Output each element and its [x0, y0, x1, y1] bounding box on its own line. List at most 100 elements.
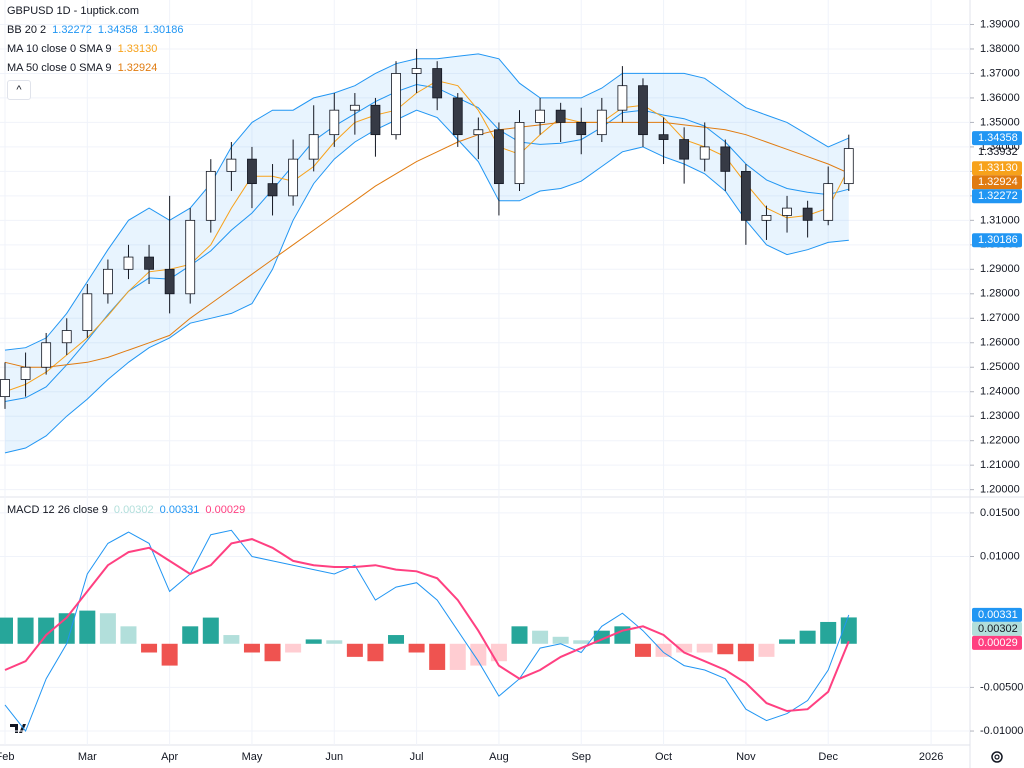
candle — [226, 142, 237, 191]
macd-line — [4, 529, 850, 732]
candle-body — [0, 379, 10, 398]
y-tick-label: 1.23000 — [980, 410, 1020, 422]
histogram-bar — [17, 617, 34, 644]
histogram-bar — [696, 643, 713, 653]
x-tick-label: Aug — [489, 751, 509, 763]
histogram-bar — [326, 640, 343, 644]
indicator-name: MA 50 close 0 SMA 9 — [7, 62, 112, 74]
candle — [535, 97, 545, 135]
collapse-button[interactable]: ^ — [7, 80, 31, 100]
candle-body — [843, 148, 854, 185]
price-label-box — [972, 607, 1022, 622]
legend-row: MA 10 close 0 SMA 9 1.33130 — [7, 40, 189, 59]
candle-body — [617, 85, 628, 111]
indicator-name: BB 20 2 — [7, 24, 47, 36]
x-tick-label: Apr — [161, 751, 178, 763]
candle-body — [658, 134, 669, 140]
y-tick-label: 1.20000 — [980, 484, 1020, 496]
histogram-bar — [840, 617, 857, 644]
y-tick-label: 1.31000 — [980, 214, 1020, 226]
y-tick-label: -0.01000 — [980, 725, 1023, 737]
histogram-bar — [141, 643, 158, 653]
candle-body — [638, 85, 648, 136]
candle-body — [391, 73, 401, 136]
indicator-line — [4, 83, 849, 402]
candle — [288, 139, 299, 206]
macd-title: MACD 12 26 close 9 — [7, 504, 108, 516]
candle-body — [61, 330, 72, 344]
candle-body — [82, 293, 93, 331]
settings-icon[interactable] — [991, 751, 1003, 763]
candle — [802, 200, 813, 238]
y-tick-label: 1.26000 — [980, 337, 1020, 349]
histogram-bar — [490, 643, 507, 662]
logo[interactable] — [8, 720, 28, 736]
candle-body — [782, 207, 792, 216]
candle-body — [823, 183, 834, 221]
histogram-bar — [120, 626, 137, 644]
x-tick-label: May — [242, 751, 263, 763]
candle-body — [349, 104, 360, 111]
legend-row: BB 20 2 1.32272 1.34358 1.30186 — [7, 21, 189, 40]
candle — [144, 244, 154, 284]
candle — [823, 166, 834, 226]
y-tick-label: 1.35000 — [980, 116, 1020, 128]
histogram-bar — [779, 639, 796, 644]
macd-legend: MACD 12 26 close 9 0.00302 0.00331 0.00029 — [7, 501, 251, 520]
candle — [555, 102, 566, 142]
candle-body — [432, 68, 443, 99]
y-tick-label: 1.28000 — [980, 288, 1020, 300]
candle-body — [802, 207, 813, 221]
histogram-bar — [532, 630, 549, 644]
price-label: 0.00331 — [978, 609, 1018, 621]
candle — [576, 107, 587, 155]
y-tick-label: 0.01500 — [980, 507, 1020, 519]
histogram-bar — [717, 643, 734, 655]
candle — [247, 146, 257, 209]
price-label-box — [972, 131, 1022, 146]
candle — [0, 362, 10, 409]
candle — [349, 93, 360, 135]
histogram-bar — [676, 643, 693, 653]
candle-body — [41, 342, 52, 368]
x-tick-label: Jun — [325, 751, 343, 763]
histogram-bar — [511, 626, 528, 644]
histogram-bar — [346, 643, 363, 657]
y-tick-label: 1.29000 — [980, 263, 1020, 275]
y-tick-label: 1.21000 — [980, 459, 1020, 471]
candle-body — [226, 158, 237, 172]
candle-body — [452, 97, 463, 136]
candle — [61, 318, 72, 355]
x-tick-label: Oct — [655, 751, 672, 763]
candle-body — [185, 219, 196, 295]
histogram-bar — [202, 617, 219, 644]
indicator-line — [4, 121, 850, 368]
histogram-bar — [388, 635, 405, 644]
histogram-bar — [161, 643, 178, 666]
candle — [514, 110, 525, 191]
candle-body — [679, 139, 690, 160]
price-label: 1.32272 — [978, 190, 1018, 202]
histogram-bar — [820, 621, 837, 644]
candle — [329, 93, 340, 147]
indicator-legend: BB 20 2 1.32272 1.34358 1.30186 MA 10 close … — [7, 21, 189, 78]
histogram-bar — [737, 643, 754, 662]
candle — [82, 284, 93, 338]
price-label: 0.00029 — [978, 637, 1018, 649]
candle — [164, 195, 175, 314]
y-tick-label: 1.25000 — [980, 361, 1020, 373]
candle-body — [308, 134, 319, 160]
candle-body — [205, 170, 216, 221]
candle-body — [761, 215, 772, 221]
candle — [20, 352, 31, 397]
main-legend: GBPUSD 1D - 1uptick.com BB 20 2 1.32272 1.… — [7, 2, 189, 78]
histogram-bar — [285, 643, 302, 653]
candle — [843, 134, 854, 191]
price-label: 1.32924 — [978, 176, 1018, 188]
histogram-bar — [264, 643, 281, 662]
candle-body — [494, 129, 504, 185]
legend-value: 1.33130 — [117, 43, 158, 55]
candle — [308, 105, 319, 172]
candle-body — [720, 146, 731, 172]
